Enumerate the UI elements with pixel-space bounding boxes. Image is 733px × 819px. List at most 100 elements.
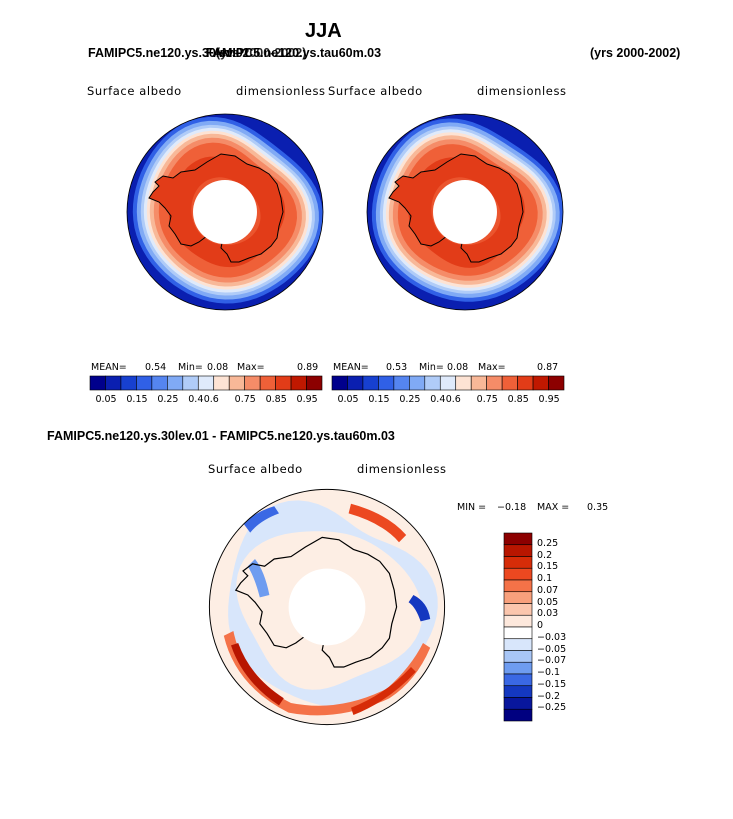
map-field	[209, 489, 445, 725]
colorbar-tick-label: 0.15	[126, 394, 148, 405]
map-border	[208, 488, 446, 726]
panel2-max-value: 0.87	[537, 362, 559, 373]
colorbar-tick-label: 0.25	[157, 394, 179, 405]
colorbar-swatch	[503, 544, 533, 557]
colorbar-tick-label: −0.1	[537, 667, 561, 678]
colorbar-tick-label: −0.03	[537, 631, 567, 643]
negative-patch-east	[408, 595, 431, 622]
colorbar-tick-label: 0.85	[507, 394, 529, 405]
colorbar-swatch	[244, 375, 261, 391]
colorbar-tick-label: 0.2	[537, 549, 553, 561]
panel1-mean-label: MEAN=	[91, 362, 127, 373]
colorbar-tick-label: 0.75	[234, 394, 256, 405]
colorbar-swatch	[409, 375, 426, 391]
difference-title: FAMIPC5.ne120.ys.30lev.01 - FAMIPC5.ne12…	[47, 429, 395, 443]
colorbar-swatch	[213, 375, 230, 391]
case2-header: FAMIPC5.ne120.ys.tau60m.03	[206, 46, 382, 60]
panel1-variable-label: Surface albedo	[87, 84, 182, 98]
panel3-variable-label: Surface albedo	[208, 462, 303, 476]
panel2-min-label: Min=	[419, 362, 444, 373]
colorbar-swatch	[151, 375, 168, 391]
panel2-mean-value: 0.53	[386, 362, 408, 373]
colorbar-swatch	[486, 375, 503, 391]
colorbar-swatch	[439, 375, 457, 391]
colorbar-swatch	[455, 375, 472, 391]
panel1-colorbar	[89, 375, 323, 391]
colorbar-swatch	[120, 375, 137, 391]
colorbar-tick-label: 0.15	[368, 394, 390, 405]
colorbar-swatch	[167, 375, 184, 391]
colorbar-swatch	[290, 375, 307, 391]
colorbar-tick-label: 0.05	[537, 596, 559, 608]
panel2-variable-label: Surface albedo	[328, 84, 423, 98]
panel1-albedo-map	[126, 113, 324, 311]
polar-gap	[193, 180, 257, 244]
coastline	[388, 153, 524, 263]
colorbar-tick-label: 0.75	[476, 394, 498, 405]
panel3-colorbar	[503, 532, 533, 722]
colorbar-swatch	[503, 673, 533, 687]
colorbar-swatch	[424, 375, 441, 391]
map-border	[126, 113, 324, 311]
panel1-units-label: dimensionless	[236, 84, 326, 98]
colorbar-tick-label: −0.25	[537, 702, 567, 714]
panel3-difference-map	[208, 488, 446, 726]
coastline	[148, 153, 284, 263]
map-border	[366, 113, 564, 311]
panel3-units-label: dimensionless	[357, 462, 447, 476]
colorbar-swatch	[503, 591, 533, 604]
colorbar-swatch	[503, 661, 533, 675]
colorbar-swatch	[259, 375, 276, 391]
colorbar-swatch	[503, 626, 533, 640]
colorbar-tick-label: 0.03	[537, 608, 559, 620]
colorbar-tick-label: −0.05	[537, 643, 567, 655]
colorbar-swatch	[503, 532, 533, 546]
panel2-albedo-map	[366, 113, 564, 311]
panel1-mean-value: 0.54	[145, 362, 167, 373]
season-title: JJA	[305, 20, 342, 42]
colorbar-swatch	[503, 603, 533, 616]
colorbar-swatch	[532, 375, 549, 391]
colorbar-swatch	[501, 375, 518, 391]
colorbar-tick-label: 0.05	[95, 394, 117, 405]
colorbar-swatch	[136, 375, 153, 391]
panel1-max-value: 0.89	[297, 362, 319, 373]
colorbar-swatch	[105, 375, 122, 391]
polar-gap	[288, 568, 366, 646]
colorbar-swatch	[503, 638, 533, 651]
case1-header: FAMIPC5.ne120.ys.30lev.01	[88, 46, 250, 60]
colorbar-swatch	[503, 650, 533, 663]
colorbar-tick-label: 0.25	[537, 537, 559, 549]
colorbar-swatch	[306, 375, 323, 391]
colorbar-swatch	[503, 579, 533, 593]
colorbar-swatch	[331, 375, 348, 391]
negative-patch-nw	[243, 506, 279, 533]
panel1-min-label: Min=	[178, 362, 203, 373]
colorbar-swatch	[548, 375, 565, 391]
colorbar-tick-label: 0.07	[537, 584, 559, 596]
colorbar-swatch	[275, 375, 292, 391]
map-field	[127, 114, 323, 310]
colorbar-swatch	[503, 708, 533, 722]
colorbar-tick-label: 0.4	[430, 394, 446, 405]
colorbar-swatch	[503, 567, 533, 581]
case1-years: (yrs 2000-2002)	[216, 46, 307, 60]
colorbar-tick-label: −0.07	[537, 655, 567, 667]
colorbar-swatch	[378, 375, 395, 391]
panel3-min-value: −0.18	[497, 502, 527, 513]
positive-north-patch	[348, 503, 407, 543]
panel2-mean-label: MEAN=	[333, 362, 369, 373]
coastline	[234, 536, 398, 668]
panel2-colorbar	[331, 375, 565, 391]
colorbar-tick-label: −0.15	[537, 678, 567, 690]
map-field	[367, 114, 563, 310]
panel1-max-label: Max=	[237, 362, 265, 373]
colorbar-swatch	[362, 375, 379, 391]
colorbar-tick-label: 0.95	[538, 394, 560, 405]
colorbar-swatch	[228, 375, 245, 391]
colorbar-swatch	[89, 375, 106, 391]
colorbar-tick-label: 0.6	[445, 394, 461, 405]
polar-gap	[433, 180, 497, 244]
colorbar-tick-label: 0.4	[188, 394, 204, 405]
positive-band-core-east	[351, 667, 416, 715]
